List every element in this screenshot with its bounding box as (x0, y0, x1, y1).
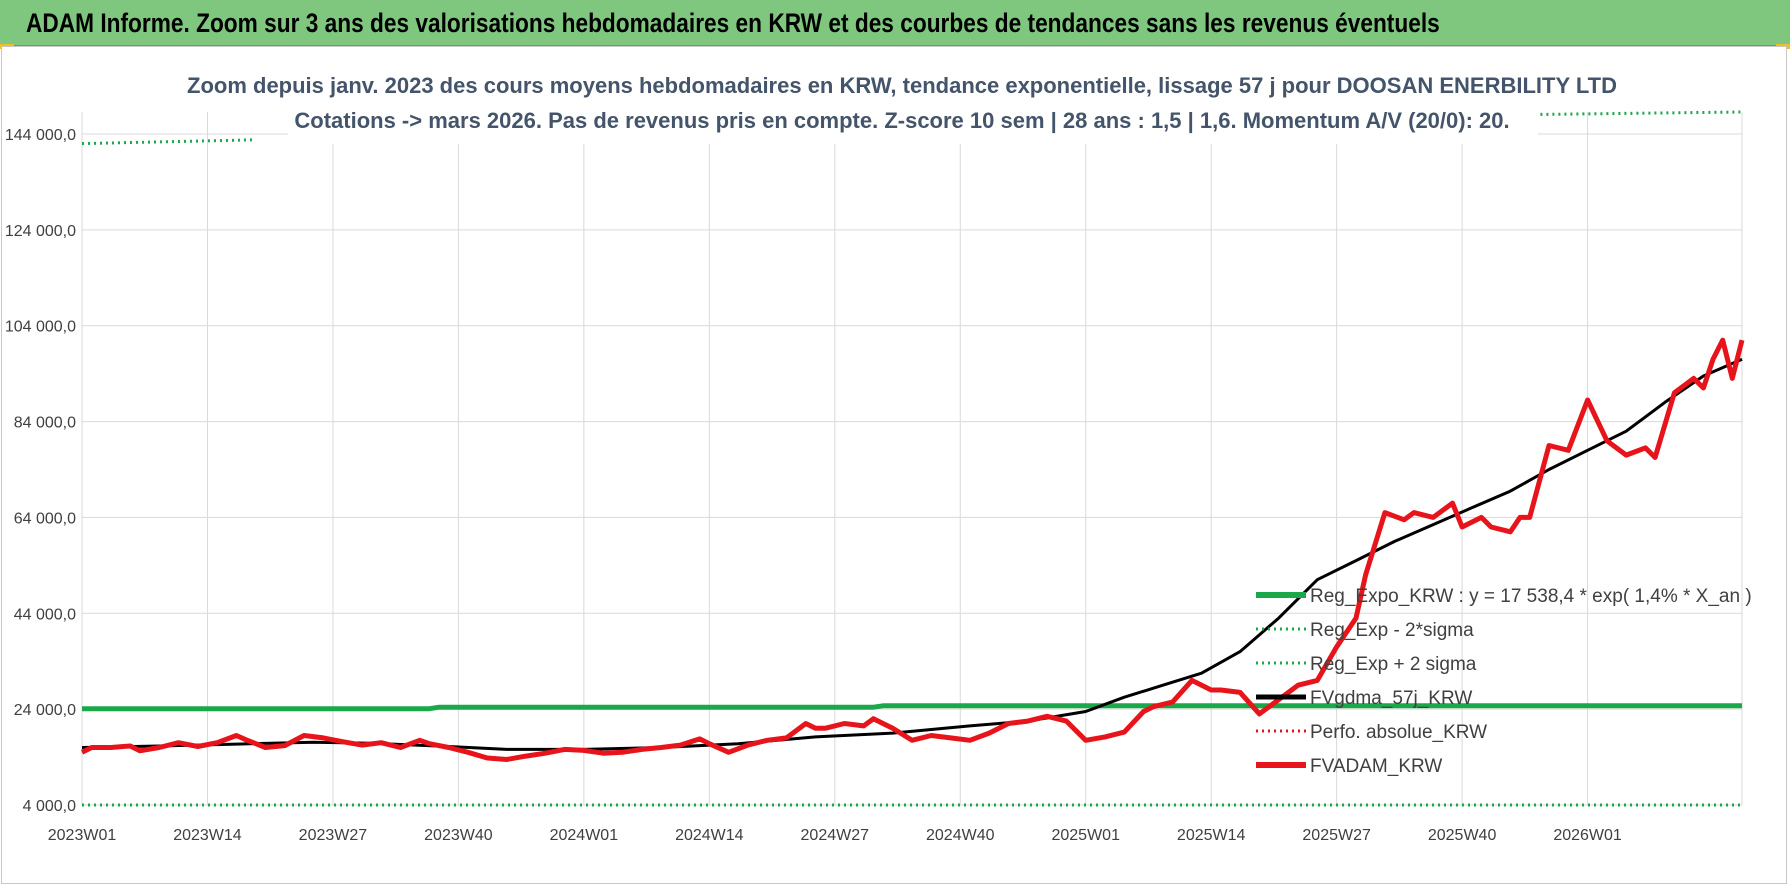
legend-label: Reg_Exp - 2*sigma (1310, 620, 1474, 641)
y-tick-label: 104 000,0 (5, 319, 76, 336)
series-line-2 (81, 138, 256, 146)
x-tick-label: 2024W40 (926, 827, 995, 844)
report-banner: ADAM Informe. Zoom sur 3 ans des valoris… (0, 0, 1790, 46)
x-tick-label: 2025W14 (1177, 827, 1246, 844)
y-tick-label: 44 000,0 (14, 606, 76, 623)
legend-label: Reg_Exp + 2 sigma (1310, 654, 1477, 675)
legend: Reg_Expo_KRW : y = 17 538,4 * exp( 1,4% … (1256, 586, 1752, 777)
x-tick-label: 2026W01 (1553, 827, 1622, 844)
chart-title: Zoom depuis janv. 2023 des cours moyens … (187, 66, 1617, 144)
series-line-0 (82, 703, 1742, 712)
x-tick-label: 2024W01 (550, 827, 619, 844)
grid-lines (81, 112, 1743, 806)
series-lines (80, 110, 1745, 807)
x-tick-label: 2023W27 (299, 827, 368, 844)
x-tick-label: 2023W01 (48, 827, 117, 844)
x-tick-label: 2024W14 (675, 827, 744, 844)
x-tick-label: 2023W40 (424, 827, 493, 844)
y-tick-label: 24 000,0 (14, 702, 76, 719)
series-line-3 (81, 357, 1743, 751)
legend-label: Perfo. absolue_KRW (1310, 722, 1487, 743)
y-tick-label: 4 000,0 (23, 798, 76, 815)
y-axis-ticks: 4 000,0 24 000,0 44 000,0 64 000,0 84 000,0 1… (5, 127, 76, 815)
legend-label: Reg_Expo_KRW : y = 17 538,4 * exp( 1,4% … (1310, 586, 1752, 607)
x-axis-ticks: 2023W01 2023W14 2023W27 2023W40 2024W01 2024W… (48, 827, 1622, 844)
x-tick-label: 2024W27 (801, 827, 870, 844)
chart-frame (1, 46, 1787, 884)
y-tick-label: 124 000,0 (5, 223, 76, 240)
series-line-5 (80, 337, 1745, 762)
series-line-2 (1510, 110, 1743, 117)
x-tick-label: 2025W27 (1302, 827, 1371, 844)
y-tick-label: 144 000,0 (5, 127, 76, 144)
legend-label: FVADAM_KRW (1310, 756, 1442, 777)
legend-label: FVgdma_57j_KRW (1310, 688, 1472, 709)
x-tick-label: 2025W01 (1051, 827, 1120, 844)
chart-title-line-2: Cotations -> mars 2026. Pas de revenus p… (294, 108, 1509, 133)
y-tick-label: 84 000,0 (14, 415, 76, 432)
report-title: ADAM Informe. Zoom sur 3 ans des valoris… (26, 8, 1440, 38)
x-tick-label: 2023W14 (173, 827, 242, 844)
x-tick-label: 2025W40 (1428, 827, 1497, 844)
title-background (288, 66, 1538, 144)
chart-title-line-1: Zoom depuis janv. 2023 des cours moyens … (187, 73, 1617, 98)
y-tick-label: 64 000,0 (14, 510, 76, 527)
